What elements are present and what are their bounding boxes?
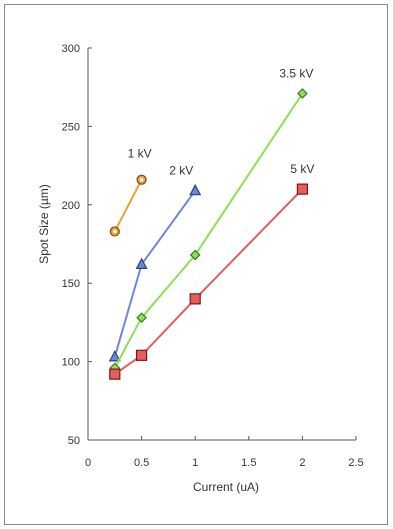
data-point	[297, 88, 308, 99]
y-axis-label: Spot Size (µm)	[37, 184, 51, 264]
axes	[87, 47, 357, 441]
data-point	[189, 183, 202, 196]
series-label: 1 kV	[128, 147, 152, 161]
data-point	[135, 257, 148, 269]
series-layer	[108, 88, 308, 380]
series-labels: 1 kV 2 kV 3.5 kV 5 kV	[128, 66, 315, 177]
x-tick-label: 0.5	[134, 457, 149, 469]
series-1-kv	[109, 174, 147, 237]
series-line	[114, 188, 304, 375]
data-point-center	[113, 229, 117, 234]
series-label: 3.5 kV	[279, 66, 313, 80]
series-3-5-kv	[109, 88, 308, 374]
figure-frame	[4, 4, 388, 525]
y-tick-label: 200	[62, 200, 80, 212]
series-label: 2 kV	[169, 164, 193, 178]
series-2-kv	[108, 183, 202, 362]
x-tick-label: 2.5	[348, 457, 363, 469]
data-point	[136, 349, 148, 361]
series-line	[113, 92, 304, 369]
data-point	[189, 293, 201, 305]
x-axis-label: Current (uA)	[193, 480, 259, 494]
y-tick-label: 150	[62, 278, 80, 290]
tick-labels: 50 100 150 200 250 300 0 0.5 1 1.5 2 2.5	[62, 43, 364, 469]
x-tick-label: 1.5	[241, 457, 256, 469]
series-label: 5 kV	[290, 162, 314, 176]
data-point-center	[139, 177, 144, 182]
y-tick-label: 300	[62, 43, 80, 55]
x-tick-label: 0	[85, 457, 91, 469]
x-tick-label: 2	[299, 457, 305, 469]
series-line	[113, 179, 143, 232]
data-point	[109, 368, 121, 380]
data-point	[189, 249, 201, 261]
series-line	[113, 190, 197, 358]
y-tick-label: 50	[68, 435, 80, 447]
data-point	[136, 312, 147, 324]
data-point	[296, 183, 308, 195]
y-tick-label: 100	[62, 357, 80, 369]
data-point	[108, 350, 121, 362]
x-tick-label: 1	[192, 457, 198, 469]
series-5-kv	[109, 183, 308, 380]
y-tick-label: 250	[62, 121, 80, 133]
